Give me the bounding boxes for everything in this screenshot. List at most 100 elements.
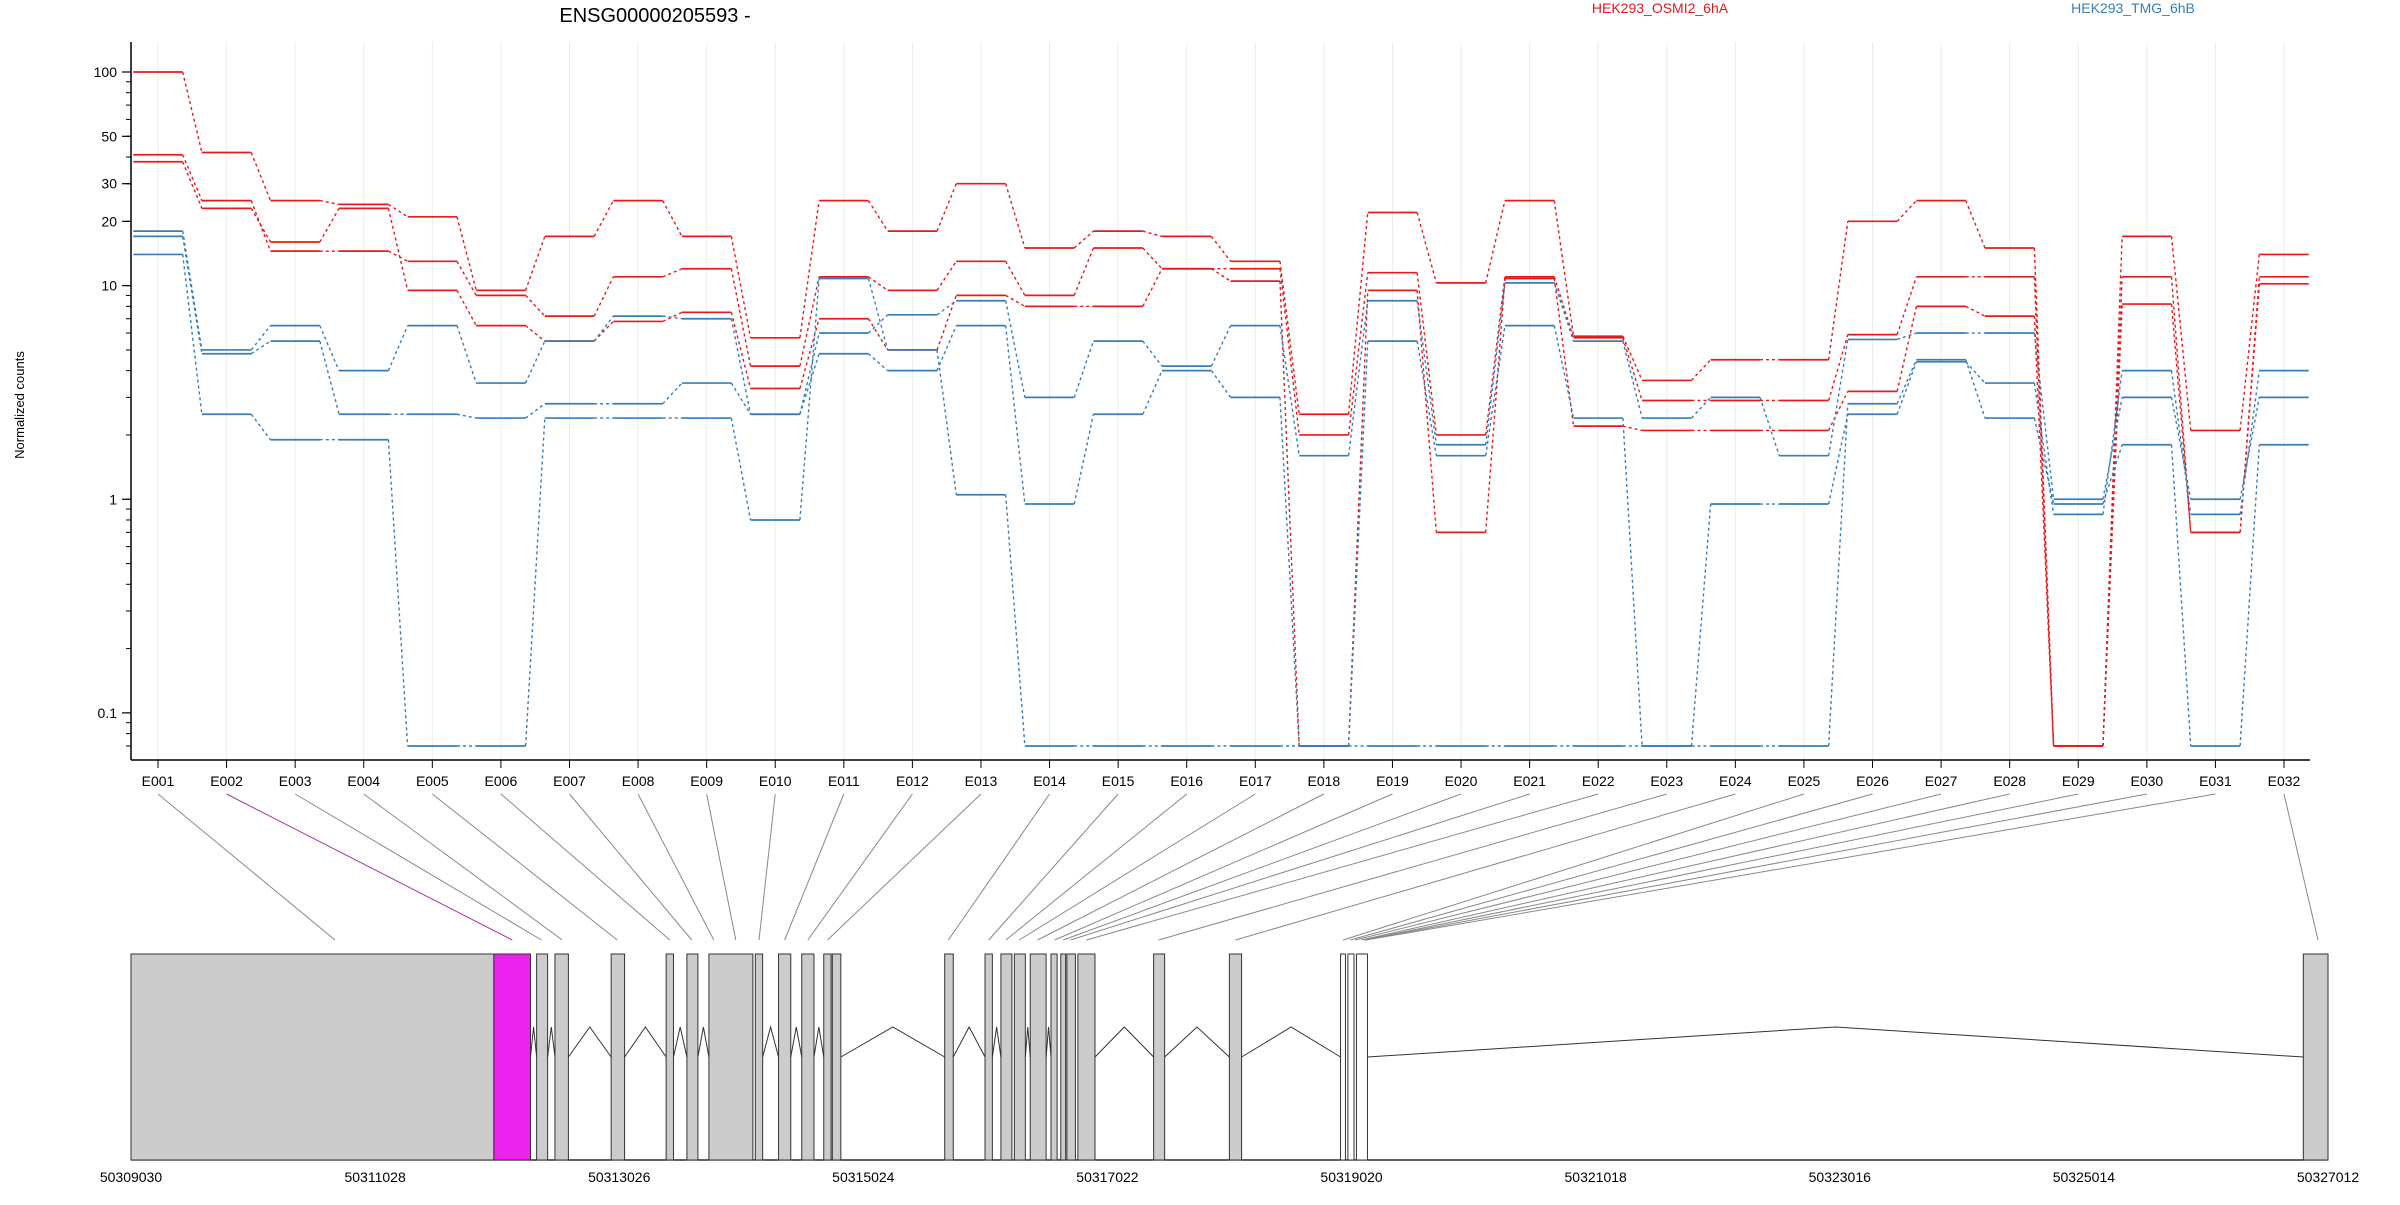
- x-tick-label-E026: E026: [1856, 773, 1889, 789]
- tmg-connector: [1073, 414, 1095, 505]
- x-tick-label-E030: E030: [2130, 773, 2163, 789]
- exon-box: [754, 953, 764, 1161]
- exon-box: [984, 953, 993, 1161]
- intron-line: [952, 1025, 986, 1058]
- osmi2-connector: [730, 312, 752, 389]
- osmi2-connector: [662, 200, 683, 237]
- exon-box: [944, 953, 954, 1161]
- exon-connector-E003: [294, 793, 542, 941]
- exon-connector-E030: [1364, 793, 2147, 941]
- exon-connector-E010: [758, 793, 776, 941]
- x-tick-label-E023: E023: [1650, 773, 1683, 789]
- tmg-connector: [1485, 282, 1506, 445]
- tmg-connector: [1485, 325, 1506, 456]
- tmg-connector: [730, 318, 752, 415]
- exon-connector-E028: [1361, 793, 2010, 941]
- y-tick-label: 1: [109, 491, 117, 507]
- osmi2-series-1: [133, 71, 2309, 747]
- osmi2-connector: [867, 318, 889, 351]
- exon-box: [1077, 953, 1096, 1161]
- tmg-connector: [730, 382, 752, 415]
- gene-axis-label: 50309030: [100, 1169, 163, 1185]
- tmg-connector: [1827, 339, 1849, 456]
- chart-title: ENSG00000205593 -: [559, 5, 750, 27]
- x-tick-label-E028: E028: [1993, 773, 2026, 789]
- tmg-connector: [1279, 325, 1300, 456]
- osmi2-connector: [1827, 334, 1849, 401]
- osmi2-connector: [799, 200, 820, 338]
- tmg-series-3: [133, 253, 2309, 747]
- tmg-connector: [868, 314, 889, 334]
- exon-box: [1000, 953, 1013, 1161]
- tmg-connector: [2239, 397, 2260, 500]
- tmg-connector: [387, 439, 409, 747]
- osmi2-connector: [1142, 247, 1163, 270]
- tmg-connector: [936, 325, 957, 371]
- exon-connector-E013: [827, 793, 982, 941]
- osmi2-connector: [936, 260, 957, 291]
- osmi2-connector: [525, 325, 546, 342]
- y-tick-label: 20: [101, 213, 117, 229]
- exon-connector-E002: [226, 793, 513, 941]
- exon-connector-E008: [637, 793, 715, 941]
- tmg-connector: [1965, 361, 1986, 384]
- axes: 0.1 1 10 20 30 50 100 E001 E002 E003 E004 E005 E006 E…: [94, 42, 2310, 789]
- tmg-connector: [2102, 370, 2123, 515]
- osmi2-connector: [456, 290, 477, 326]
- intron-line: [530, 1026, 538, 1058]
- intron-line: [1094, 1026, 1154, 1058]
- tmg-connector: [1896, 359, 1918, 405]
- y-tick-label: 30: [101, 176, 117, 192]
- x-tick-label-E016: E016: [1170, 773, 1203, 789]
- intron-line: [790, 1026, 803, 1058]
- osmi2-connector: [1210, 235, 1232, 262]
- tmg-series-1: [133, 230, 2309, 501]
- tmg-connector: [2033, 332, 2055, 500]
- x-tick-label-E012: E012: [896, 773, 929, 789]
- y-tick-label: 0.1: [98, 705, 118, 721]
- osmi2-connector: [593, 200, 614, 237]
- tmg-connector: [1622, 418, 1643, 747]
- osmi2-connector: [250, 152, 272, 201]
- osmi2-connector: [730, 236, 752, 338]
- osmi2-connector: [250, 208, 272, 243]
- osmi2-connector: [867, 200, 889, 232]
- x-tick-label-E029: E029: [2062, 773, 2095, 789]
- x-tick-label-E027: E027: [1925, 773, 1958, 789]
- exon-connector-E005: [432, 793, 618, 941]
- exon-connector-E019: [1054, 793, 1393, 941]
- exon-box: [1355, 953, 1368, 1161]
- intron-line: [762, 1025, 780, 1058]
- exon-box: [1153, 953, 1166, 1161]
- osmi2-connector: [1896, 306, 1918, 392]
- x-tick-label-E020: E020: [1445, 773, 1478, 789]
- exon-connector-E009: [706, 793, 737, 941]
- x-tick-label-E031: E031: [2199, 773, 2232, 789]
- osmi2-connector: [1416, 212, 1438, 284]
- osmi2-connector: [1965, 305, 1986, 317]
- tmg-connector: [2239, 370, 2261, 515]
- osmi2-connector: [1347, 212, 1369, 415]
- tmg-connector: [319, 325, 340, 371]
- osmi2-connector: [2170, 276, 2192, 533]
- intron-line: [672, 1026, 688, 1058]
- tmg-connector: [1690, 503, 1712, 747]
- x-tick-label-E008: E008: [622, 773, 655, 789]
- osmi2-connector: [387, 208, 409, 291]
- osmi2-connector: [1827, 221, 1849, 360]
- tmg-series-2: [133, 235, 2309, 747]
- intron-line: [567, 1026, 612, 1058]
- tmg-connector: [181, 236, 203, 354]
- osmi2-connector: [1485, 278, 1506, 533]
- tmg-connector: [1004, 494, 1026, 747]
- x-tick-label-E009: E009: [690, 773, 723, 789]
- osmi2-connector: [1279, 268, 1300, 436]
- x-tick-label-E019: E019: [1376, 773, 1409, 789]
- tmg-connector: [1279, 397, 1300, 747]
- tmg-connector: [525, 403, 546, 419]
- tmg-connector: [1210, 325, 1232, 367]
- osmi2-connector: [593, 320, 614, 342]
- tmg-connector: [1896, 332, 1917, 341]
- osmi2-connector: [1622, 425, 1643, 432]
